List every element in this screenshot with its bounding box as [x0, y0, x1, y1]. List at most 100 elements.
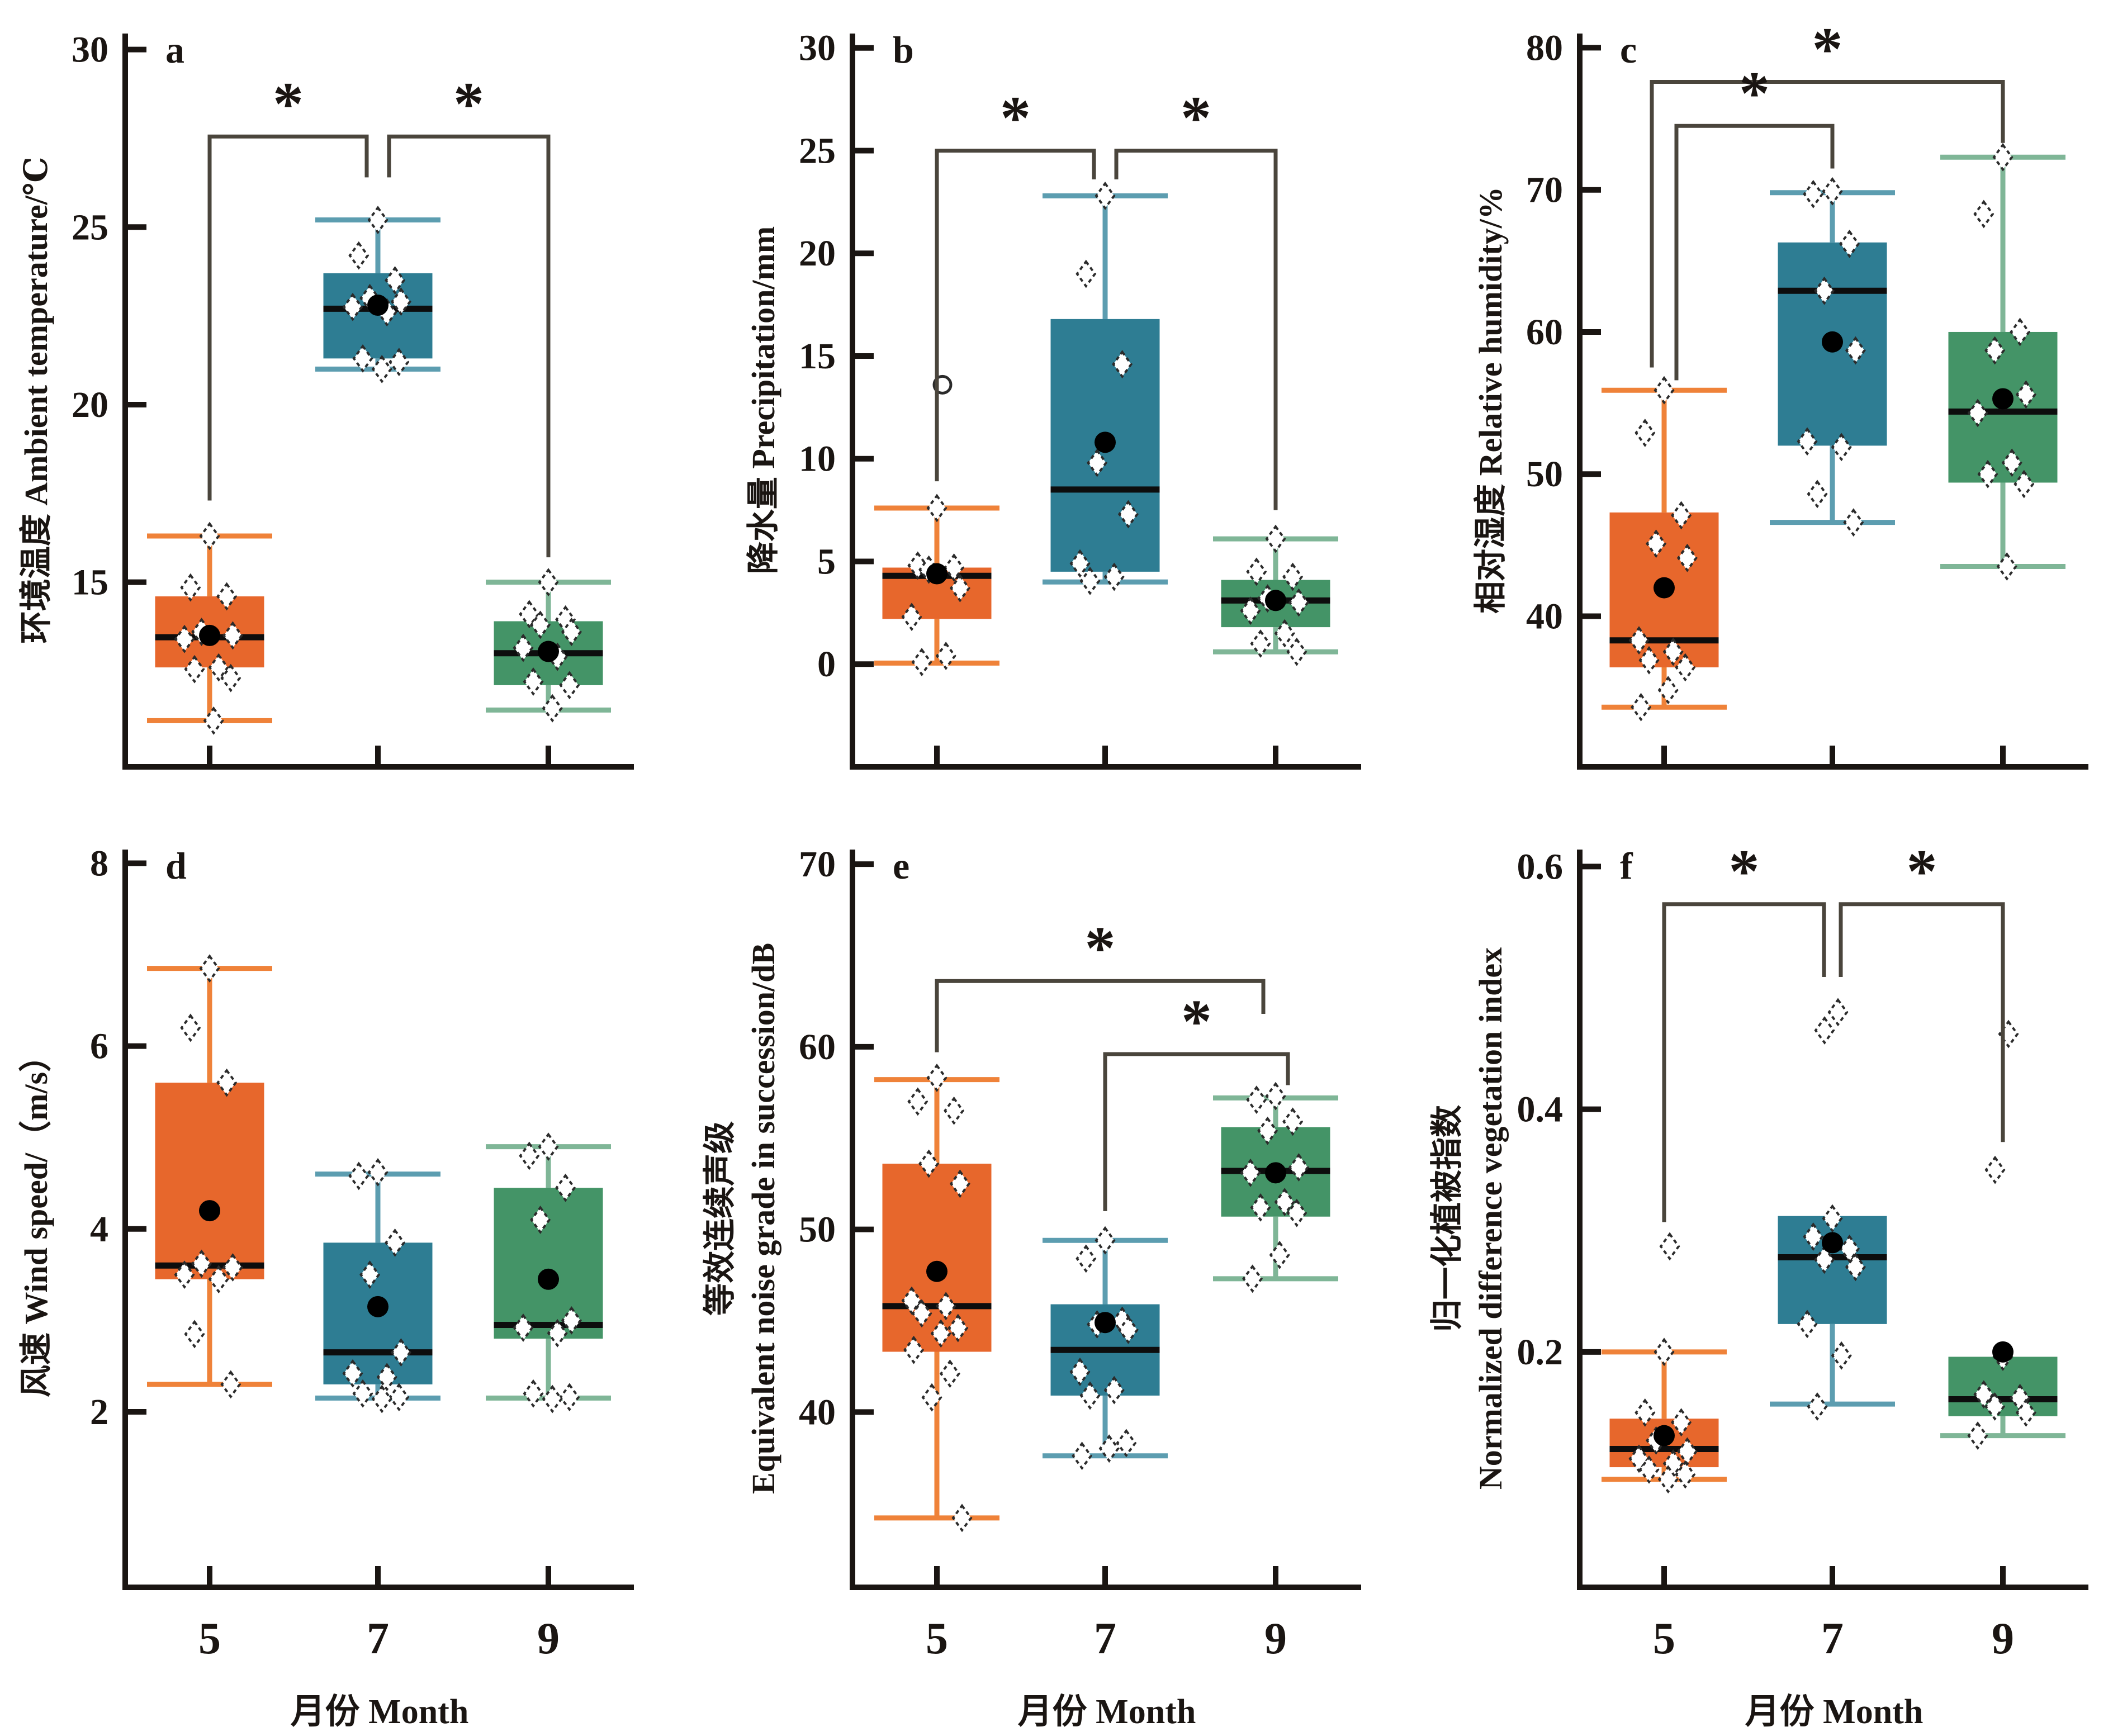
- data-point: [1845, 1253, 1866, 1282]
- data-point: [174, 1260, 195, 1289]
- data-point: [199, 954, 220, 983]
- box: [323, 273, 433, 359]
- data-point: [1257, 1116, 1278, 1145]
- y-tick-label: 40: [1526, 596, 1563, 637]
- mean-dot: [1992, 388, 2013, 410]
- data-point: [2015, 1398, 2036, 1427]
- data-point: [371, 1384, 392, 1414]
- data-point: [559, 671, 580, 700]
- data-point: [1973, 1380, 1994, 1409]
- mean-dot: [1822, 331, 1843, 353]
- significance-asterisk: *: [1907, 837, 1937, 905]
- data-point: [1098, 1434, 1120, 1463]
- data-point: [944, 1096, 965, 1125]
- box-group-month-7: [1770, 998, 1895, 1421]
- significance-bracket: [207, 134, 369, 501]
- data-point: [1967, 399, 1988, 428]
- data-point: [1095, 1226, 1116, 1255]
- data-point: [222, 1253, 243, 1282]
- box-group-month-5: [874, 374, 999, 676]
- data-point: [2001, 448, 2022, 477]
- data-point: [352, 344, 373, 373]
- data-point: [1662, 637, 1684, 666]
- data-point: [1250, 629, 1271, 658]
- y-axis-title: Normalized difference vegetation index: [1472, 947, 1509, 1490]
- panel-e: 70 60 50 40 5 7 9 月份 Month 等效连续声级 Equivalent nois…: [702, 844, 1361, 1731]
- data-point: [1288, 588, 1309, 617]
- data-point: [1822, 177, 1843, 206]
- data-point: [1646, 529, 1667, 558]
- outlier-point: [1814, 1016, 1835, 1045]
- box-group-month-5: [1602, 376, 1727, 722]
- data-point: [1069, 549, 1091, 578]
- box: [882, 1163, 992, 1352]
- data-point: [208, 653, 229, 682]
- data-point: [1079, 1381, 1101, 1410]
- data-point: [216, 1068, 238, 1097]
- y-tick-label: 5: [817, 541, 836, 582]
- box-group-month-7: [1043, 1226, 1168, 1471]
- data-point: [542, 1384, 563, 1414]
- data-point: [1246, 1085, 1267, 1114]
- mean-dot: [1265, 590, 1286, 611]
- data-point: [1654, 1337, 1675, 1367]
- box-group-month-5: [147, 521, 272, 735]
- data-point: [1250, 1193, 1271, 1222]
- data-point: [561, 618, 582, 646]
- y-tick-label: 25: [799, 130, 836, 171]
- data-point: [944, 553, 965, 582]
- data-point: [530, 1206, 551, 1234]
- data-point: [222, 621, 243, 650]
- data-point: [1635, 1398, 1656, 1427]
- data-point: [1274, 619, 1295, 648]
- mean-dot: [199, 624, 220, 646]
- data-point: [1072, 1441, 1093, 1471]
- data-point: [935, 642, 956, 670]
- data-point: [559, 1383, 580, 1412]
- y-tick-label: 60: [1526, 312, 1563, 353]
- data-point: [530, 610, 551, 639]
- significance-asterisk: *: [1739, 59, 1770, 127]
- significance-bracket: [387, 134, 551, 558]
- data-point: [376, 1363, 397, 1392]
- x-tick-label: 5: [198, 1614, 221, 1663]
- box: [155, 1083, 264, 1279]
- mean-dot: [926, 1260, 947, 1282]
- data-point: [538, 568, 559, 597]
- data-point: [1831, 1341, 1852, 1370]
- y-axis-title: 降水量 Precipitation/mm: [745, 226, 781, 574]
- data-point: [1117, 500, 1139, 529]
- mean-dot: [199, 1200, 220, 1222]
- y-tick-label: 10: [799, 439, 836, 480]
- data-point: [1269, 1240, 1290, 1269]
- x-axis-title: 月份 Month: [1745, 1693, 1924, 1731]
- data-point: [1671, 501, 1692, 530]
- outlier-point: [1659, 1232, 1680, 1261]
- box-group-month-9: [486, 568, 611, 723]
- data-point: [174, 624, 195, 653]
- x-tick-label: 5: [1653, 1614, 1675, 1663]
- y-tick-label: 8: [90, 843, 108, 884]
- mean-dot: [1265, 1162, 1286, 1184]
- data-point: [921, 1383, 942, 1412]
- data-point: [389, 348, 410, 377]
- data-point: [1839, 1234, 1860, 1263]
- data-point: [907, 1087, 928, 1116]
- data-point: [513, 633, 534, 662]
- data-point: [1803, 179, 1824, 208]
- data-point: [367, 206, 389, 234]
- data-point: [1807, 1392, 1828, 1421]
- data-point: [385, 266, 406, 295]
- data-point: [1628, 626, 1650, 655]
- data-point: [1845, 336, 1866, 365]
- box-group-month-9: [486, 1132, 611, 1414]
- data-point: [542, 694, 563, 723]
- data-point: [523, 1379, 544, 1408]
- data-point: [1839, 229, 1860, 258]
- data-point: [1246, 557, 1267, 586]
- y-tick-label: 15: [799, 336, 836, 377]
- y-tick-label: 0: [817, 644, 836, 685]
- data-point: [1069, 1358, 1091, 1386]
- box-group-month-5: [147, 954, 272, 1399]
